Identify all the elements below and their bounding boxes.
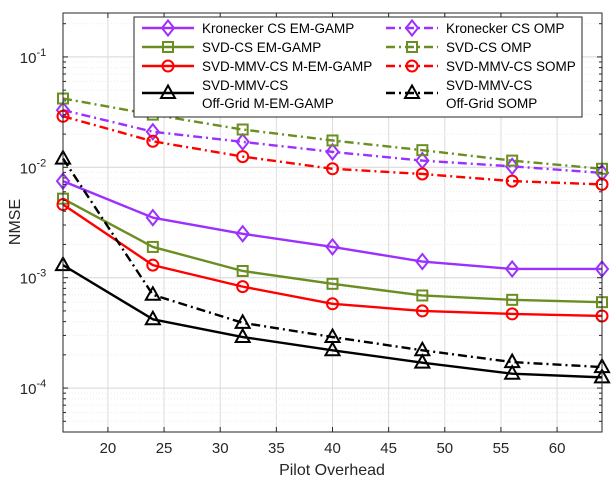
legend-entry-1: Kronecker CS EM-GAMP: [142, 18, 354, 38]
x-tick-label: 55: [493, 440, 510, 457]
data-point: [415, 167, 429, 181]
data-point: [506, 154, 519, 167]
data-point: [415, 252, 430, 271]
legend-label: SVD-MMV-CS M-EM-GAMP: [202, 59, 372, 74]
series-line: [61, 157, 603, 369]
data-point: [325, 237, 340, 257]
axes: 20 25 30 35 40 45 50 55 60 10-1 10-2 10-3 10-4: [20, 12, 603, 457]
data-point: [233, 313, 252, 329]
legend-entry-8: SVD-MMV-CS Off-Grid SOMP: [386, 78, 537, 111]
x-tick-label: 35: [268, 440, 285, 457]
series-line: [62, 97, 603, 170]
data-point: [236, 123, 249, 136]
x-tick-label: 40: [324, 440, 341, 457]
x-tick-label: 20: [100, 440, 117, 457]
legend-marker: [161, 59, 175, 73]
legend-marker: [405, 59, 419, 73]
data-point: [144, 285, 162, 301]
legend-label: Kronecker CS EM-GAMP: [202, 21, 354, 36]
data-point: [146, 240, 159, 253]
legend-label: SVD-CS OMP: [446, 40, 532, 55]
data-point: [146, 258, 160, 272]
x-tick-label: 45: [380, 440, 397, 457]
data-series: [54, 92, 611, 384]
data-point: [145, 122, 161, 141]
data-point: [503, 364, 521, 380]
data-point: [145, 208, 161, 227]
y-tick-label: 10-3: [20, 268, 46, 288]
y-axis-label: NMSE: [7, 199, 24, 245]
x-tick-label: 30: [212, 440, 229, 457]
legend-entry-5: SVD-MMV-CS M-EM-GAMP: [142, 59, 372, 74]
data-point: [326, 297, 339, 311]
legend-entry-4: SVD-CS OMP: [386, 40, 532, 55]
data-point: [146, 134, 160, 148]
legend-marker: [160, 18, 176, 38]
data-point: [413, 353, 432, 369]
y-tick-label: 10-2: [20, 157, 46, 177]
y-tick-label: 10-1: [20, 47, 46, 67]
series-7: [54, 255, 611, 384]
series-line: [62, 203, 603, 318]
series-line: [62, 264, 603, 379]
series-line: [62, 108, 603, 175]
legend-marker: [159, 83, 177, 99]
data-point: [415, 304, 429, 318]
data-point: [235, 224, 250, 243]
legend-entry-2: Kronecker CS OMP: [386, 18, 565, 38]
data-point: [323, 327, 342, 344]
legend-label: SVD-CS EM-GAMP: [202, 40, 321, 55]
data-point: [503, 352, 521, 369]
data-point: [326, 162, 339, 176]
legend-entry-3: SVD-CS EM-GAMP: [142, 40, 321, 55]
data-point: [235, 132, 250, 151]
data-point: [236, 280, 250, 294]
data-point: [325, 142, 340, 161]
legend-entry-6: SVD-MMV-CS SOMP: [386, 59, 576, 74]
legend-label: Kronecker CS OMP: [446, 21, 565, 36]
legend-marker: [162, 41, 174, 53]
data-point: [326, 277, 339, 290]
data-point: [505, 307, 519, 321]
data-point: [144, 309, 162, 326]
legend-marker: [404, 18, 420, 38]
x-tick-label: 25: [156, 440, 173, 457]
x-tick-label: 60: [549, 440, 566, 457]
legend-label: Off-Grid M-EM-GAMP: [202, 96, 334, 111]
data-point: [504, 259, 520, 279]
y-tick-label: 10-4: [20, 378, 46, 398]
series-line: [62, 197, 603, 304]
data-point: [505, 174, 519, 188]
legend-label: SVD-MMV-CS SOMP: [446, 59, 576, 74]
data-point: [413, 340, 432, 357]
legend-marker: [406, 41, 418, 53]
series-1: [55, 171, 610, 279]
legend-label: Off-Grid SOMP: [446, 96, 537, 111]
data-point: [236, 264, 249, 277]
data-point: [416, 144, 429, 157]
legend-label: SVD-MMV-CS: [202, 78, 288, 93]
legend-label: SVD-MMV-CS: [446, 78, 532, 93]
legend-marker: [403, 83, 421, 99]
data-point: [506, 293, 519, 306]
legend-entry-7: SVD-MMV-CS Off-Grid M-EM-GAMP: [142, 78, 334, 111]
x-tick-label: 50: [436, 440, 453, 457]
data-point: [233, 327, 252, 344]
data-point: [416, 289, 429, 302]
data-point: [326, 134, 339, 147]
series-line: [62, 179, 602, 271]
data-point: [236, 150, 250, 164]
x-axis-label: Pilot Overhead: [279, 462, 385, 479]
data-point: [323, 340, 342, 357]
legend-box: [133, 16, 583, 118]
legend: Kronecker CS EM-GAMP Kronecker CS OMP SVD-…: [133, 16, 583, 118]
